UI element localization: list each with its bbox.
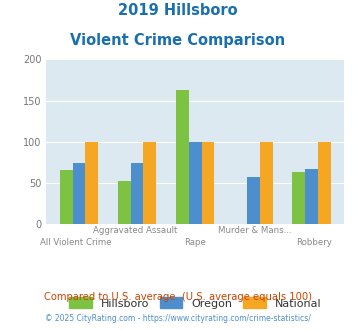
Text: Violent Crime Comparison: Violent Crime Comparison [70,33,285,48]
Bar [260,142,273,224]
Bar [176,90,189,224]
Text: All Violent Crime: All Violent Crime [40,238,112,247]
Text: Aggravated Assault: Aggravated Assault [93,226,178,235]
Bar [318,142,331,224]
Bar [293,172,305,224]
Bar [60,170,72,224]
Legend: Hillsboro, Oregon, National: Hillsboro, Oregon, National [65,293,326,313]
Bar [118,182,131,224]
Text: Robbery: Robbery [296,238,333,247]
Text: Compared to U.S. average. (U.S. average equals 100): Compared to U.S. average. (U.S. average … [44,292,311,302]
Text: © 2025 CityRating.com - https://www.cityrating.com/crime-statistics/: © 2025 CityRating.com - https://www.city… [45,314,310,323]
Text: Murder & Mans...: Murder & Mans... [218,226,292,235]
Bar [85,142,98,224]
Bar [72,162,85,224]
Bar [305,169,318,224]
Bar [189,142,202,224]
Bar [131,163,143,224]
Text: Rape: Rape [184,238,206,247]
Bar [143,142,156,224]
Bar [202,142,214,224]
Bar [247,177,260,224]
Text: 2019 Hillsboro: 2019 Hillsboro [118,3,237,18]
